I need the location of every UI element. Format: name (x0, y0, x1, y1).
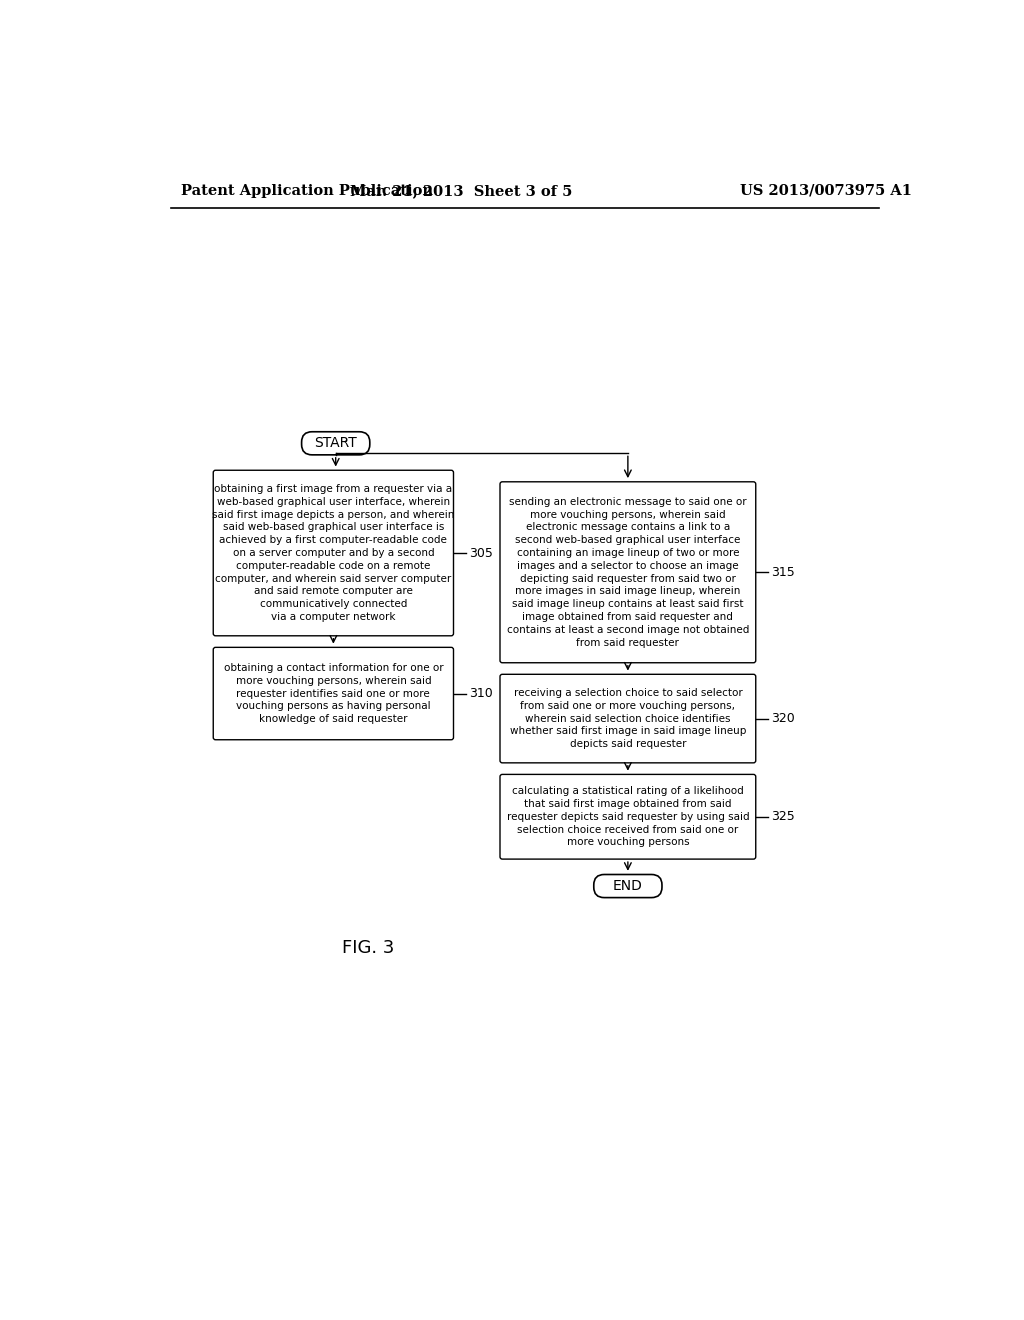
Text: END: END (613, 879, 643, 894)
Text: FIG. 3: FIG. 3 (342, 939, 394, 957)
Text: 310: 310 (469, 686, 493, 700)
Text: START: START (314, 437, 357, 450)
FancyBboxPatch shape (594, 875, 662, 898)
FancyBboxPatch shape (500, 675, 756, 763)
Text: calculating a statistical rating of a likelihood
that said first image obtained : calculating a statistical rating of a li… (507, 787, 750, 847)
FancyBboxPatch shape (213, 647, 454, 739)
Text: sending an electronic message to said one or
more vouching persons, wherein said: sending an electronic message to said on… (507, 496, 750, 648)
Text: 325: 325 (771, 810, 795, 824)
Text: Patent Application Publication: Patent Application Publication (180, 183, 433, 198)
FancyBboxPatch shape (500, 775, 756, 859)
Text: 315: 315 (771, 566, 795, 578)
Text: 305: 305 (469, 546, 493, 560)
Text: obtaining a contact information for one or
more vouching persons, wherein said
r: obtaining a contact information for one … (223, 663, 443, 725)
FancyBboxPatch shape (302, 432, 370, 455)
FancyBboxPatch shape (213, 470, 454, 636)
Text: Mar. 21, 2013  Sheet 3 of 5: Mar. 21, 2013 Sheet 3 of 5 (350, 183, 572, 198)
Text: obtaining a first image from a requester via a
web-based graphical user interfac: obtaining a first image from a requester… (212, 484, 455, 622)
Text: 320: 320 (771, 711, 795, 725)
Text: receiving a selection choice to said selector
from said one or more vouching per: receiving a selection choice to said sel… (510, 688, 746, 750)
FancyBboxPatch shape (500, 482, 756, 663)
Text: US 2013/0073975 A1: US 2013/0073975 A1 (739, 183, 911, 198)
